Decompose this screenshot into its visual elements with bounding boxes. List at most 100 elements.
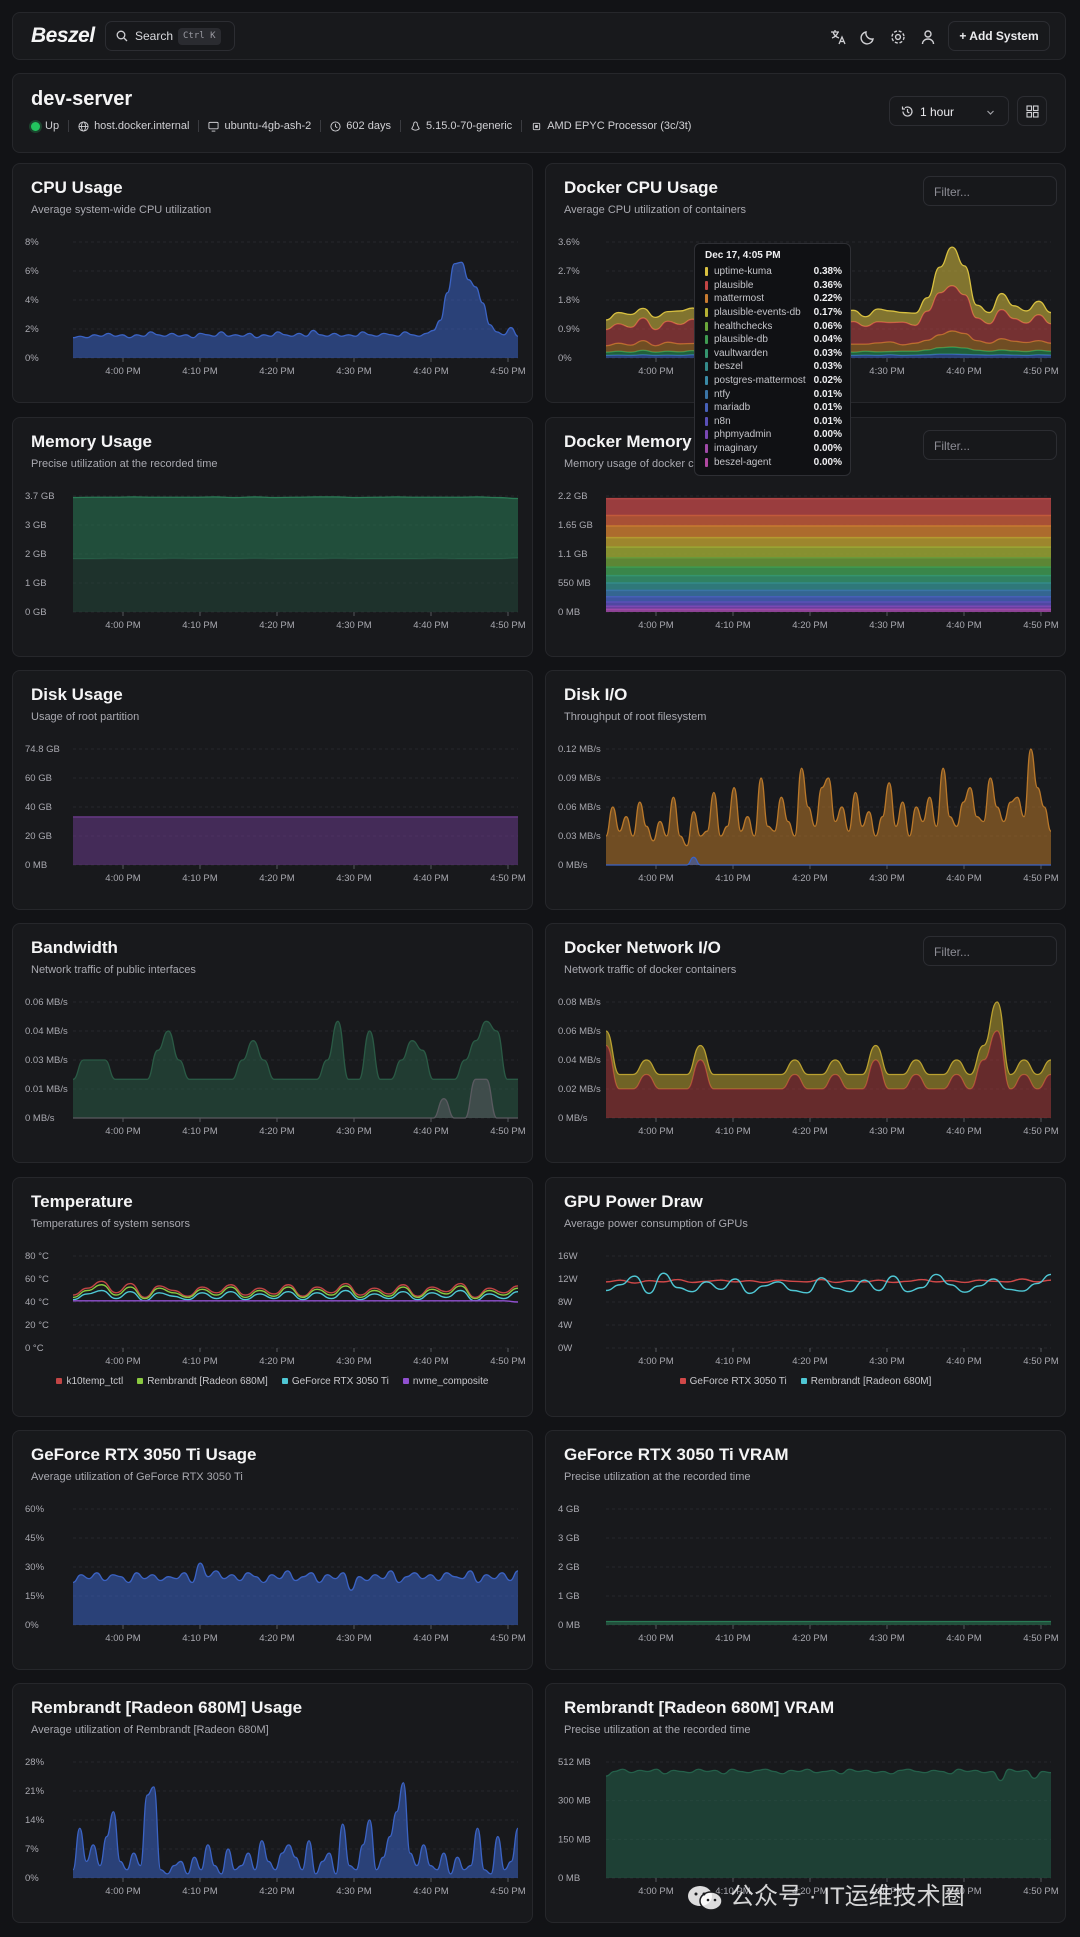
kernel-text: 5.15.0-70-generic xyxy=(425,120,513,132)
language-icon[interactable] xyxy=(829,28,847,46)
chart-rtxusage[interactable]: 60% 45% 30% 15% 0% 4:00 PM 4:10 PM 4:20 PM 4:30 … xyxy=(13,1431,533,1670)
chart-tooltip: Dec 17, 4:05 PM uptime-kuma 0.38% plausibl… xyxy=(694,243,851,476)
y-tick-label: 45% xyxy=(25,1533,45,1544)
tooltip-row: n8n 0.01% xyxy=(705,415,842,429)
y-tick-label: 0 MB/s xyxy=(558,860,588,871)
user-icon[interactable] xyxy=(919,28,937,46)
chevron-down-icon xyxy=(987,110,994,115)
chart-card-rtxusage: GeForce RTX 3050 Ti Usage Average utiliza… xyxy=(12,1430,533,1670)
chart-filter-input[interactable]: Filter... xyxy=(923,936,1057,966)
cpu-chip-icon xyxy=(533,122,541,130)
x-tick-label: 4:10 PM xyxy=(715,1356,750,1367)
x-tick-label: 4:10 PM xyxy=(715,1126,750,1137)
system-info: Up host.docker.internal ubuntu-4gb-ash-2… xyxy=(31,120,700,132)
chart-subtitle: Network traffic of docker containers xyxy=(564,964,737,976)
chart-subtitle: Precise utilization at the recorded time xyxy=(31,458,218,470)
y-tick-label: 28% xyxy=(25,1757,45,1768)
tooltip-series-value: 0.03% xyxy=(813,361,842,373)
series-line xyxy=(605,1001,1052,1076)
legend-swatch xyxy=(137,1378,144,1385)
memory-band xyxy=(606,498,1051,516)
y-tick-label: 40 °C xyxy=(25,1297,49,1308)
legend-item[interactable]: k10temp_tctl xyxy=(56,1376,123,1387)
y-tick-label: 0.9% xyxy=(558,324,580,335)
chart-bw[interactable]: 0.06 MB/s 0.04 MB/s 0.03 MB/s 0.01 MB/s 0 MB… xyxy=(13,924,533,1163)
globe-icon xyxy=(78,120,89,132)
chart-card-diskio: Disk I/O Throughput of root filesystem 0.1… xyxy=(545,670,1066,910)
chart-filter-input[interactable]: Filter... xyxy=(923,176,1057,206)
chart-radeonusage[interactable]: 28% 21% 14% 7% 0% 4:00 PM 4:10 PM 4:20 PM 4:30 P… xyxy=(13,1684,533,1923)
chart-disk[interactable]: 74.8 GB 60 GB 40 GB 20 GB 0 MB 4:00 PM 4:10 PM… xyxy=(13,671,533,910)
tooltip-swatch xyxy=(705,308,708,318)
logo[interactable]: Beszel xyxy=(31,24,95,47)
y-tick-label: 0.03 MB/s xyxy=(558,831,601,842)
legend-item[interactable]: GeForce RTX 3050 Ti xyxy=(679,1376,787,1387)
search-shortcut: Ctrl K xyxy=(178,28,221,45)
chart-card-dockermem: Docker Memory Usage Memory usage of docke… xyxy=(545,417,1066,657)
chart-gpupower[interactable]: 16W 12W 8W 4W 0W 4:00 PM 4:10 PM 4:20 PM 4:30 PM… xyxy=(546,1178,1066,1417)
series-line xyxy=(72,557,519,560)
legend-item[interactable]: GeForce RTX 3050 Ti xyxy=(281,1376,389,1387)
y-tick-label: 0W xyxy=(558,1343,572,1354)
y-tick-label: 0% xyxy=(25,353,39,364)
search-button[interactable]: Search Ctrl K xyxy=(105,21,235,51)
series-line xyxy=(72,1562,519,1591)
status-text: Up xyxy=(45,120,60,132)
tooltip-row: mattermost 0.22% xyxy=(705,292,842,306)
y-tick-label: 3.7 GB xyxy=(25,491,55,502)
legend-item[interactable]: nvme_composite xyxy=(402,1376,489,1387)
x-tick-label: 4:50 PM xyxy=(490,873,525,884)
chart-card-mem: Memory Usage Precise utilization at the r… xyxy=(12,417,533,657)
legend-item[interactable]: Rembrandt [Radeon 680M] xyxy=(137,1376,268,1387)
chart-radeonvram[interactable]: 512 MB 300 MB 150 MB 0 MB 4:00 PM 4:10 PM 4:20… xyxy=(546,1684,1066,1923)
y-tick-label: 0.06 MB/s xyxy=(25,997,68,1008)
chart-filter-input[interactable]: Filter... xyxy=(923,430,1057,460)
legend-swatch xyxy=(800,1378,807,1385)
chart-dockernet[interactable]: 0.08 MB/s 0.06 MB/s 0.04 MB/s 0.02 MB/s 0 MB… xyxy=(546,924,1066,1163)
y-tick-label: 0% xyxy=(25,1873,39,1884)
layout-grid-button[interactable] xyxy=(1017,96,1047,126)
y-tick-label: 3.6% xyxy=(558,237,580,248)
tooltip-series-name: vaultwarden xyxy=(714,347,768,359)
legend-item[interactable]: Rembrandt [Radeon 680M] xyxy=(800,1376,931,1387)
y-tick-label: 8W xyxy=(558,1297,572,1308)
time-range-select[interactable]: 1 hour xyxy=(889,96,1009,126)
x-tick-label: 4:40 PM xyxy=(413,873,448,884)
x-tick-label: 4:40 PM xyxy=(946,1886,981,1897)
settings-gear-icon[interactable] xyxy=(889,28,907,46)
y-tick-label: 4% xyxy=(25,295,39,306)
memory-band xyxy=(606,575,1051,583)
theme-moon-icon[interactable] xyxy=(859,28,877,46)
add-system-button[interactable]: + Add System xyxy=(948,21,1050,51)
chart-card-radeonvram: Rembrandt [Radeon 680M] VRAM Precise util… xyxy=(545,1683,1066,1923)
series-area xyxy=(73,816,518,865)
x-tick-label: 4:00 PM xyxy=(105,1886,140,1897)
chart-subtitle: Usage of root partition xyxy=(31,711,140,723)
watermark: 公众号 · IT运维技术圈 xyxy=(686,1876,965,1912)
x-tick-label: 4:20 PM xyxy=(259,1356,294,1367)
x-tick-label: 4:40 PM xyxy=(413,1633,448,1644)
tooltip-row: beszel 0.03% xyxy=(705,360,842,374)
chart-cpu[interactable]: 8% 6% 4% 2% 0% 4:00 PM 4:10 PM 4:20 PM 4:30 PM 4:… xyxy=(13,164,533,403)
chart-dockermem[interactable]: 2.2 GB 1.65 GB 1.1 GB 550 MB 0 MB 4:00 PM 4:10… xyxy=(546,418,1066,657)
chart-rtxvram[interactable]: 4 GB 3 GB 2 GB 1 GB 0 MB 4:00 PM 4:10 PM 4:20 P… xyxy=(546,1431,1066,1670)
tooltip-series-value: 0.01% xyxy=(813,415,842,427)
tooltip-series-value: 0.00% xyxy=(813,429,842,441)
chart-temp[interactable]: 80 °C 60 °C 40 °C 20 °C 0 °C 4:00 PM 4:10 PM 4:… xyxy=(13,1178,533,1417)
series-line xyxy=(605,748,1052,847)
chart-mem[interactable]: 3.7 GB 3 GB 2 GB 1 GB 0 GB 4:00 PM 4:10 PM 4:20… xyxy=(13,418,533,657)
y-tick-label: 0.06 MB/s xyxy=(558,1026,601,1037)
series-line xyxy=(605,856,1051,866)
chart-diskio[interactable]: 0.12 MB/s 0.09 MB/s 0.06 MB/s 0.03 MB/s 0 MB… xyxy=(546,671,1066,910)
tooltip-swatch xyxy=(705,294,708,304)
x-tick-label: 4:10 PM xyxy=(182,366,217,377)
x-tick-label: 4:50 PM xyxy=(1023,1886,1058,1897)
chart-title: Docker Network I/O xyxy=(564,938,721,957)
tooltip-row: mariadb 0.01% xyxy=(705,401,842,415)
memory-band xyxy=(606,515,1051,527)
y-tick-label: 512 MB xyxy=(558,1757,591,1768)
y-tick-label: 74.8 GB xyxy=(25,744,60,755)
x-tick-label: 4:50 PM xyxy=(1023,1356,1058,1367)
y-tick-label: 0 MB/s xyxy=(25,1113,55,1124)
tooltip-series-name: plausible xyxy=(714,279,754,291)
